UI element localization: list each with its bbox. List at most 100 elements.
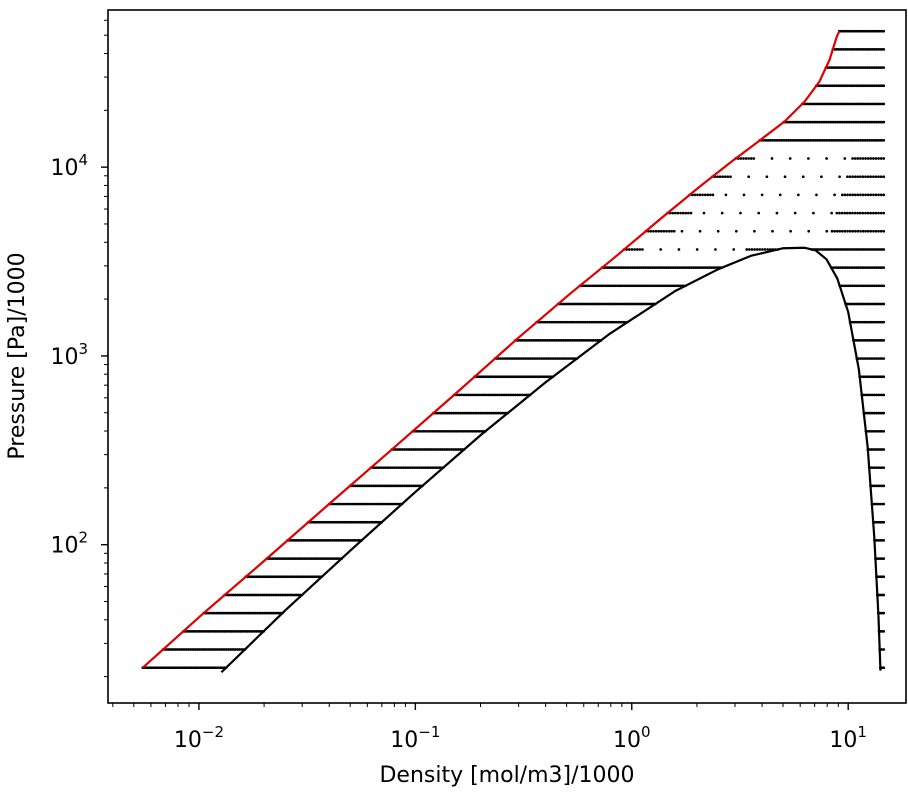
isobar-point xyxy=(872,484,876,488)
isobar-point xyxy=(659,248,663,251)
isobar-point xyxy=(859,229,862,233)
isobar-point xyxy=(670,229,673,233)
isobar-point xyxy=(753,229,756,233)
isobar-point xyxy=(877,211,880,215)
isobar-point xyxy=(856,211,860,215)
isobar-point xyxy=(882,138,886,142)
isobar-point xyxy=(696,193,699,197)
isobar-point xyxy=(872,229,875,233)
isobar-point xyxy=(874,375,878,379)
isobar-point xyxy=(880,484,884,488)
isobar-point xyxy=(882,211,886,215)
isobar-point xyxy=(861,211,865,215)
isobar-point xyxy=(869,211,873,215)
isobar-point xyxy=(723,175,727,179)
isobar-point xyxy=(628,248,631,251)
isobar-point xyxy=(698,229,702,233)
isobar-point xyxy=(720,211,724,215)
isobar-point xyxy=(659,229,663,233)
isobar-point xyxy=(843,229,847,233)
isobar-point xyxy=(760,193,764,197)
isobar-point xyxy=(878,539,882,542)
isobar-point xyxy=(869,193,873,197)
isobar-point xyxy=(851,175,854,179)
isobar-point xyxy=(703,193,707,197)
x-tick-label: 10−2 xyxy=(174,723,224,753)
isobar-point xyxy=(846,175,849,179)
isobar-point xyxy=(838,175,841,179)
isobar-point xyxy=(698,193,702,197)
isobar-point xyxy=(807,229,811,233)
isobar-point xyxy=(662,229,666,233)
isobar-point xyxy=(747,175,751,179)
isobar-point xyxy=(755,248,759,251)
isobar-point xyxy=(877,157,880,160)
isobar-point xyxy=(726,175,730,179)
isobar-point xyxy=(882,629,886,633)
isobar-point xyxy=(872,193,875,197)
isobar-point xyxy=(693,193,697,197)
isobar-point xyxy=(882,411,886,415)
isobar-point xyxy=(866,175,870,179)
isobar-point xyxy=(718,175,722,179)
isobar-point xyxy=(716,229,720,233)
isobar-point xyxy=(679,211,682,215)
isobar-point xyxy=(882,557,886,560)
isobar-point xyxy=(734,229,738,233)
isobar-point xyxy=(872,175,875,179)
isobar-point xyxy=(853,193,857,197)
isobar-point xyxy=(882,466,886,470)
y-tick-label: 104 xyxy=(50,151,88,181)
isobar-point xyxy=(882,429,886,433)
isobar-point xyxy=(864,211,867,215)
y-tick-label: 102 xyxy=(50,529,88,559)
isobar-point xyxy=(815,193,818,197)
isobar-point xyxy=(882,648,886,651)
isobar-point xyxy=(838,229,842,233)
isobar-point xyxy=(873,375,876,379)
isobar-point xyxy=(866,157,870,160)
isobar-point xyxy=(709,193,712,197)
isobar-point xyxy=(874,229,878,233)
isobar-point xyxy=(729,175,732,179)
isobar-point xyxy=(677,248,681,251)
isobar-point xyxy=(672,229,676,233)
isobar-point xyxy=(649,229,653,233)
isobar-point xyxy=(859,175,862,179)
isobar-point xyxy=(793,211,797,215)
isobar-point xyxy=(812,211,815,215)
x-tick-label: 101 xyxy=(829,723,867,753)
isobar-point xyxy=(879,193,883,197)
isobar-point xyxy=(667,229,671,233)
isobar-point xyxy=(825,229,829,233)
isobar-point xyxy=(882,120,886,124)
isobar-point xyxy=(877,175,880,179)
isobar-marker-layer xyxy=(141,29,886,670)
isobar-point xyxy=(874,157,878,160)
isobar-point xyxy=(856,229,860,233)
isobar-point xyxy=(869,229,873,233)
isobar-point xyxy=(752,157,756,160)
isobar-point xyxy=(856,175,860,179)
isobar-point xyxy=(876,375,880,379)
isobar-point xyxy=(878,484,882,488)
isobar-point xyxy=(856,193,860,197)
isobar-point xyxy=(861,229,865,233)
isobar-point xyxy=(739,157,743,160)
isobar-point xyxy=(862,375,865,379)
isobar-point xyxy=(833,193,836,197)
isobar-point xyxy=(684,211,688,215)
isobar-point xyxy=(869,375,873,379)
isobar-point xyxy=(853,229,857,233)
isobar-point xyxy=(820,175,823,179)
isobar-point xyxy=(681,211,685,215)
isobar-point xyxy=(841,229,844,233)
isobar-point xyxy=(871,484,874,488)
isobar-point xyxy=(864,193,867,197)
y-tick-label: 103 xyxy=(50,340,88,370)
isobar-point xyxy=(778,193,782,197)
isobar-point xyxy=(721,175,725,179)
isobar-point xyxy=(673,211,677,215)
isobar-point xyxy=(882,266,886,269)
